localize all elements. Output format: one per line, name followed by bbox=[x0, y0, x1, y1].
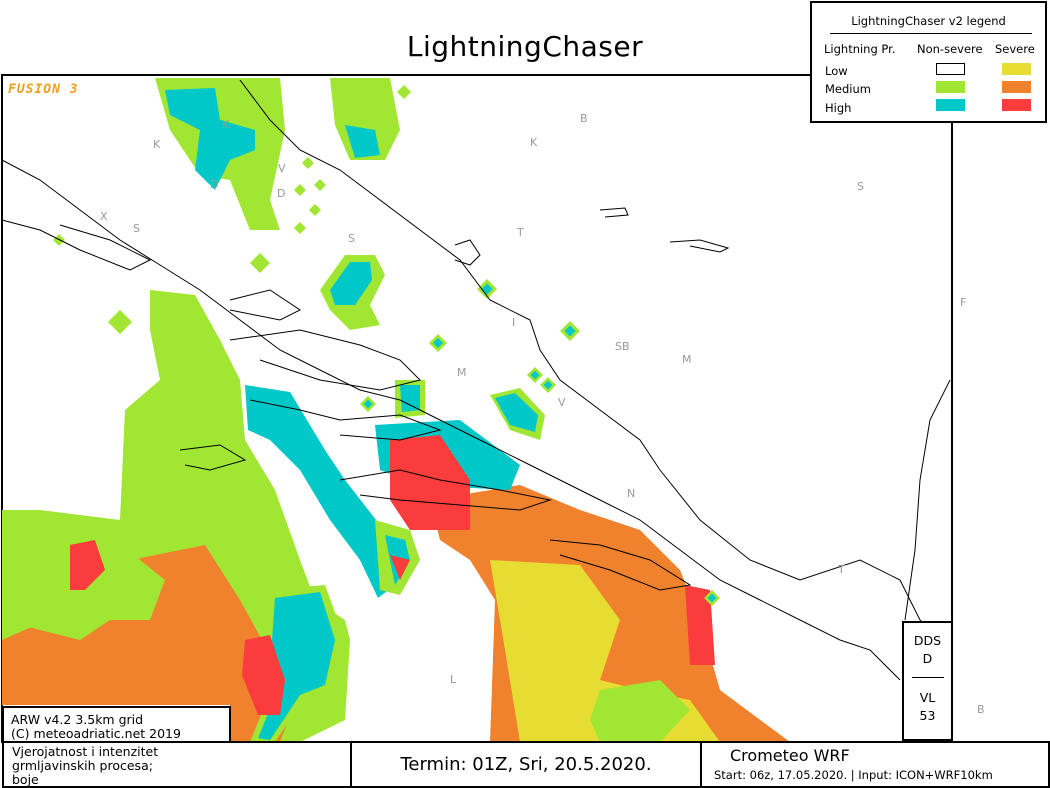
probability-cell-g bbox=[302, 157, 314, 169]
side-bottom-1: VL bbox=[919, 690, 936, 705]
map-place-label: K bbox=[530, 136, 538, 149]
footer-description: Vjerojatnost i intenzitet grmljavinskih … bbox=[2, 741, 352, 788]
probability-area-c bbox=[330, 262, 372, 305]
side-bottom-2: 53 bbox=[919, 708, 936, 723]
model-run-info: Start: 06z, 17.05.2020. | Input: ICON+WR… bbox=[714, 768, 993, 782]
footer-model: Crometeo WRF Start: 06z, 17.05.2020. | I… bbox=[700, 741, 1050, 788]
legend-row-medium: Medium bbox=[825, 82, 871, 96]
probability-area-c bbox=[245, 385, 395, 598]
map-place-label: T bbox=[516, 226, 524, 239]
side-info-box: DDS D VL 53 bbox=[902, 621, 953, 741]
map-place-label: SB bbox=[615, 340, 630, 353]
map-place-label: V bbox=[278, 162, 286, 175]
legend-divider bbox=[830, 33, 1032, 34]
model-name: Crometeo WRF bbox=[730, 746, 850, 765]
map-place-label: D bbox=[277, 187, 285, 200]
description-line: grmljavinskih procesa; bbox=[12, 758, 153, 773]
probability-cell-c bbox=[433, 338, 443, 348]
probability-cell-g bbox=[108, 310, 132, 334]
map-place-label: M bbox=[682, 353, 692, 366]
map-place-label: M bbox=[457, 366, 467, 379]
probability-cell-c bbox=[564, 325, 576, 337]
probability-area-g bbox=[330, 78, 400, 160]
description-line: Vjerojatnost i intenzitet bbox=[12, 744, 159, 759]
map-place-label: L bbox=[450, 673, 457, 686]
legend-col-nonsevere: Non-severe bbox=[917, 42, 983, 56]
probability-area-c bbox=[400, 385, 420, 412]
fusion-watermark: FUSION 3 bbox=[8, 82, 79, 97]
copyright-text: (C) meteoadriatic.net 2019 bbox=[11, 726, 181, 741]
page-title: LightningChaser bbox=[406, 30, 644, 63]
probability-cell-g bbox=[309, 204, 321, 216]
probability-area-c bbox=[495, 393, 538, 432]
map-place-label: I bbox=[512, 316, 515, 329]
map-place-label: T bbox=[837, 563, 845, 576]
probability-area-r bbox=[390, 435, 470, 530]
coastlines bbox=[1, 79, 951, 681]
forecast-time: Termin: 01Z, Sri, 20.5.2020. bbox=[400, 754, 652, 775]
model-grid-text: ARW v4.2 3.5km grid bbox=[11, 712, 144, 727]
map-place-label: B bbox=[580, 112, 588, 125]
side-divider bbox=[911, 677, 944, 678]
model-info-box: ARW v4.2 3.5km grid (C) meteoadriatic.ne… bbox=[2, 706, 231, 744]
footer-termin: Termin: 01Z, Sri, 20.5.2020. bbox=[350, 741, 702, 788]
legend-swatch-medium-severe bbox=[1002, 81, 1031, 93]
probability-area-o bbox=[2, 545, 300, 742]
map-place-label: X bbox=[100, 210, 108, 223]
probability-area-g bbox=[590, 680, 690, 742]
map-place-label: V bbox=[558, 396, 566, 409]
side-top-1: DDS bbox=[913, 633, 942, 648]
legend-swatch-high-nonsevere bbox=[936, 99, 965, 111]
legend: LightningChaser v2 legend Lightning Pr. … bbox=[810, 1, 1047, 123]
map-place-label: F bbox=[960, 296, 966, 309]
probability-cell-g bbox=[250, 253, 270, 273]
map-place-label: S bbox=[857, 180, 864, 193]
probability-area-c bbox=[345, 125, 380, 158]
map-place-label: D bbox=[210, 178, 218, 191]
map-place-label: K bbox=[222, 118, 230, 131]
legend-col-label: Lightning Pr. bbox=[824, 42, 896, 56]
legend-row-high: High bbox=[825, 101, 852, 115]
probability-area-r bbox=[70, 540, 105, 590]
legend-swatch-low-severe bbox=[1002, 63, 1031, 75]
description-line: boje bbox=[12, 772, 39, 787]
probability-cell-c bbox=[530, 370, 540, 380]
legend-swatch-medium-nonsevere bbox=[936, 81, 965, 93]
map-place-label: B bbox=[977, 703, 985, 716]
legend-title: LightningChaser v2 legend bbox=[851, 14, 1006, 28]
map-place-label: K bbox=[153, 138, 161, 151]
map-place-label: S bbox=[348, 232, 355, 245]
side-top-2: D bbox=[922, 651, 933, 666]
legend-swatch-low-nonsevere bbox=[936, 63, 965, 75]
legend-swatch-high-severe bbox=[1002, 99, 1031, 111]
lightning-probability-areas bbox=[2, 78, 790, 742]
probability-cell-g bbox=[314, 179, 326, 191]
probability-area-r bbox=[685, 585, 715, 665]
probability-area-c bbox=[165, 88, 255, 190]
legend-row-low: Low bbox=[825, 64, 848, 78]
map-place-label: S bbox=[133, 222, 140, 235]
probability-cell-g bbox=[294, 184, 306, 196]
legend-col-severe: Severe bbox=[995, 42, 1035, 56]
probability-cell-c bbox=[363, 399, 373, 409]
probability-area-r bbox=[390, 555, 410, 580]
probability-cell-g bbox=[294, 222, 306, 234]
probability-cell-g bbox=[397, 85, 411, 99]
probability-cell-c bbox=[707, 593, 717, 603]
map-place-label: N bbox=[627, 487, 635, 500]
probability-cell-c bbox=[543, 380, 553, 390]
probability-area-r bbox=[242, 635, 285, 715]
